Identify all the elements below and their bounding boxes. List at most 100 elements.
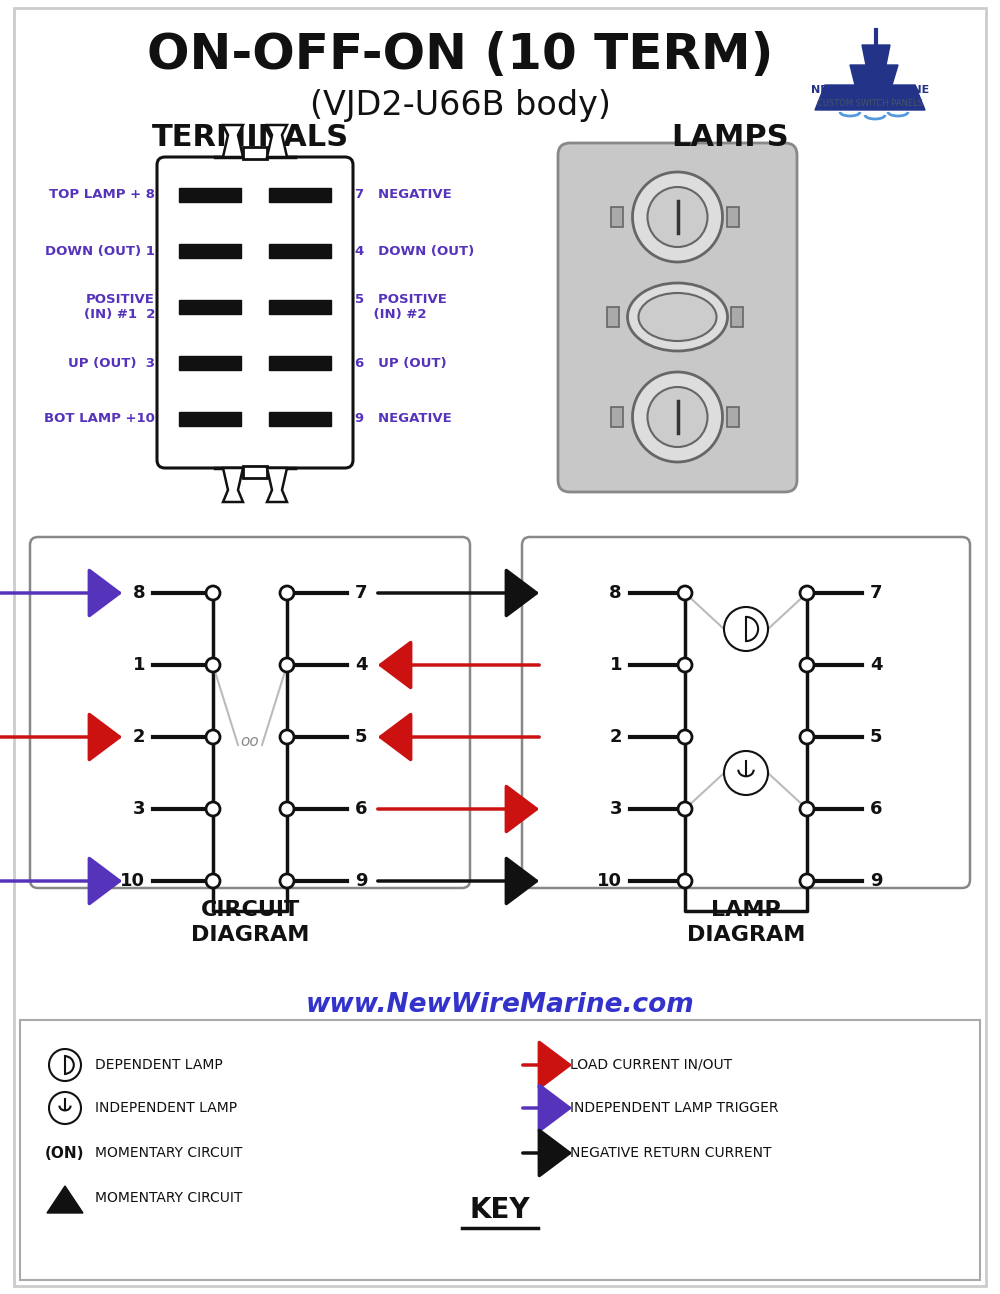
Bar [726,408,738,427]
Text: 5: 5 [870,729,883,747]
Bar [269,245,331,258]
Bar [20,1020,980,1280]
Text: 4: 4 [355,656,368,674]
Circle shape [206,802,220,817]
Text: 5: 5 [355,729,368,747]
Circle shape [800,659,814,672]
Text: INDEPENDENT LAMP TRIGGER: INDEPENDENT LAMP TRIGGER [570,1101,778,1115]
Circle shape [633,172,722,261]
Circle shape [280,730,294,744]
Text: 10: 10 [597,872,622,890]
Text: 6: 6 [870,800,883,818]
Text: NEW WIRE MARINE: NEW WIRE MARINE [811,85,929,94]
FancyBboxPatch shape [30,537,470,888]
Circle shape [280,873,294,888]
Circle shape [800,802,814,817]
Circle shape [206,586,220,600]
Bar [179,356,241,370]
Circle shape [678,802,692,817]
Text: 9: 9 [870,872,883,890]
Text: 9: 9 [355,872,368,890]
Text: 2: 2 [132,729,145,747]
Bar [269,411,331,426]
Text: 6: 6 [355,800,368,818]
Polygon shape [267,126,287,157]
Circle shape [206,659,220,672]
Circle shape [280,586,294,600]
Text: 4   DOWN (OUT): 4 DOWN (OUT) [355,245,474,258]
Text: LOAD CURRENT IN/OUT: LOAD CURRENT IN/OUT [570,1058,732,1071]
Circle shape [724,607,768,651]
Bar [179,411,241,426]
Ellipse shape [628,283,728,351]
Circle shape [678,659,692,672]
Polygon shape [850,65,898,85]
FancyBboxPatch shape [157,157,353,468]
Circle shape [280,802,294,817]
Bar [179,245,241,258]
Polygon shape [223,126,243,157]
Text: 5   POSITIVE
    (IN) #2: 5 POSITIVE (IN) #2 [355,292,447,321]
Circle shape [678,586,692,600]
Text: POSITIVE
(IN) #1  2: POSITIVE (IN) #1 2 [84,292,155,321]
Text: 8: 8 [132,584,145,602]
Circle shape [206,873,220,888]
Polygon shape [47,1187,83,1212]
FancyBboxPatch shape [558,144,797,492]
Text: LAMP
DIAGRAM: LAMP DIAGRAM [687,901,805,945]
Circle shape [206,730,220,744]
Polygon shape [815,85,925,110]
Polygon shape [267,468,287,502]
Text: MOMENTARY CIRCUIT: MOMENTARY CIRCUIT [95,1190,242,1205]
Bar [726,207,738,226]
Text: ON-OFF-ON (10 TERM): ON-OFF-ON (10 TERM) [147,31,773,79]
Bar [179,188,241,202]
Text: DOWN (OUT) 1: DOWN (OUT) 1 [45,245,155,258]
Bar [610,408,622,427]
Text: KEY: KEY [470,1196,530,1224]
Bar [606,307,618,327]
Circle shape [648,188,708,247]
Circle shape [678,873,692,888]
Circle shape [800,586,814,600]
Bar [269,188,331,202]
Text: TERMINALS: TERMINALS [151,123,349,153]
Circle shape [49,1049,81,1080]
Text: CUSTOM SWITCH PANELS: CUSTOM SWITCH PANELS [817,98,923,107]
Circle shape [678,730,692,744]
Bar [179,300,241,314]
Text: MOMENTARY CIRCUIT: MOMENTARY CIRCUIT [95,1146,242,1159]
Text: 1: 1 [132,656,145,674]
Bar [730,307,742,327]
Text: 3: 3 [610,800,622,818]
Circle shape [800,873,814,888]
Polygon shape [862,45,890,65]
Text: 7: 7 [870,584,883,602]
Text: NEGATIVE RETURN CURRENT: NEGATIVE RETURN CURRENT [570,1146,772,1159]
Text: 7: 7 [355,584,368,602]
Circle shape [800,730,814,744]
Bar [243,466,267,477]
Text: oo: oo [241,735,259,749]
Text: 4: 4 [870,656,883,674]
Circle shape [648,387,708,446]
Text: INDEPENDENT LAMP: INDEPENDENT LAMP [95,1101,237,1115]
Text: www.NewWireMarine.com: www.NewWireMarine.com [306,992,694,1018]
Polygon shape [223,468,243,502]
Text: (ON): (ON) [45,1145,85,1161]
Text: (VJD2-U66B body): (VJD2-U66B body) [310,88,610,122]
FancyBboxPatch shape [522,537,970,888]
Text: UP (OUT)  3: UP (OUT) 3 [68,357,155,370]
Text: DEPENDENT LAMP: DEPENDENT LAMP [95,1058,223,1071]
Text: 1: 1 [610,656,622,674]
Text: CIRCUIT
DIAGRAM: CIRCUIT DIAGRAM [191,901,309,945]
Ellipse shape [639,292,716,342]
Circle shape [280,659,294,672]
Text: 8: 8 [609,584,622,602]
Circle shape [633,371,722,462]
Text: 3: 3 [132,800,145,818]
Bar [243,148,267,159]
Circle shape [724,751,768,795]
Text: 9   NEGATIVE: 9 NEGATIVE [355,413,452,426]
Text: 7   NEGATIVE: 7 NEGATIVE [355,189,452,202]
